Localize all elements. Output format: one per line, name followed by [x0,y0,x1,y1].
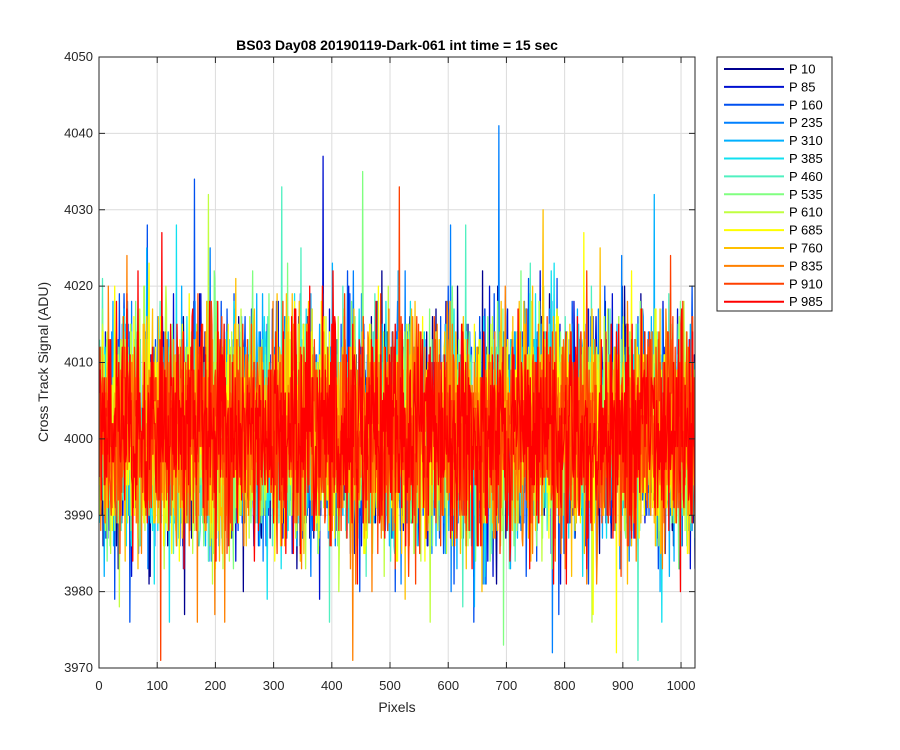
legend-label: P 460 [789,169,823,184]
x-tick-label: 100 [146,678,168,693]
y-tick-label: 3970 [64,660,93,675]
x-tick-label: 900 [612,678,634,693]
legend-label: P 835 [789,258,823,273]
y-tick-label: 4010 [64,355,93,370]
legend-label: P 235 [789,115,823,130]
legend: P 10 P 85 P 160 P 235 P 310 P 385 P 460 P 535 P … [716,56,833,312]
y-tick-label: 4020 [64,278,93,293]
y-tick-label: 3990 [64,507,93,522]
legend-label: P 160 [789,97,823,112]
x-tick-label: 800 [554,678,576,693]
y-tick-label: 3980 [64,584,93,599]
x-tick-label: 0 [95,678,102,693]
y-tick-label: 4050 [64,49,93,64]
legend-label: P 535 [789,187,823,202]
x-tick-label: 500 [379,678,401,693]
legend-label: P 610 [789,205,823,220]
legend-label: P 10 [789,62,816,77]
y-tick-label: 4040 [64,125,93,140]
x-tick-label: 1000 [667,678,696,693]
y-tick-label: 4000 [64,431,93,446]
legend-label: P 685 [789,223,823,238]
x-tick-label: 600 [437,678,459,693]
legend-label: P 385 [789,151,823,166]
series-lines [99,125,695,662]
legend-box [716,56,833,312]
legend-label: P 910 [789,276,823,291]
x-tick-label: 400 [321,678,343,693]
legend-label: P 760 [789,241,823,256]
chart-title: BS03 Day08 20190119-Dark-061 int time = … [236,37,558,53]
x-tick-label: 700 [496,678,518,693]
x-tick-label: 200 [205,678,227,693]
axis-ticks: 0 100 200 300 400 500 600 700 800 900 1000 3970 3980… [64,49,695,693]
x-axis-label: Pixels [378,699,415,715]
series-line-p-985 [99,232,695,593]
legend-label: P 310 [789,133,823,148]
y-axis-label: Cross Track Signal (ADU) [35,282,51,442]
x-tick-label: 300 [263,678,285,693]
legend-label: P 85 [789,79,816,94]
legend-label: P 985 [789,294,823,309]
y-tick-label: 4030 [64,202,93,217]
